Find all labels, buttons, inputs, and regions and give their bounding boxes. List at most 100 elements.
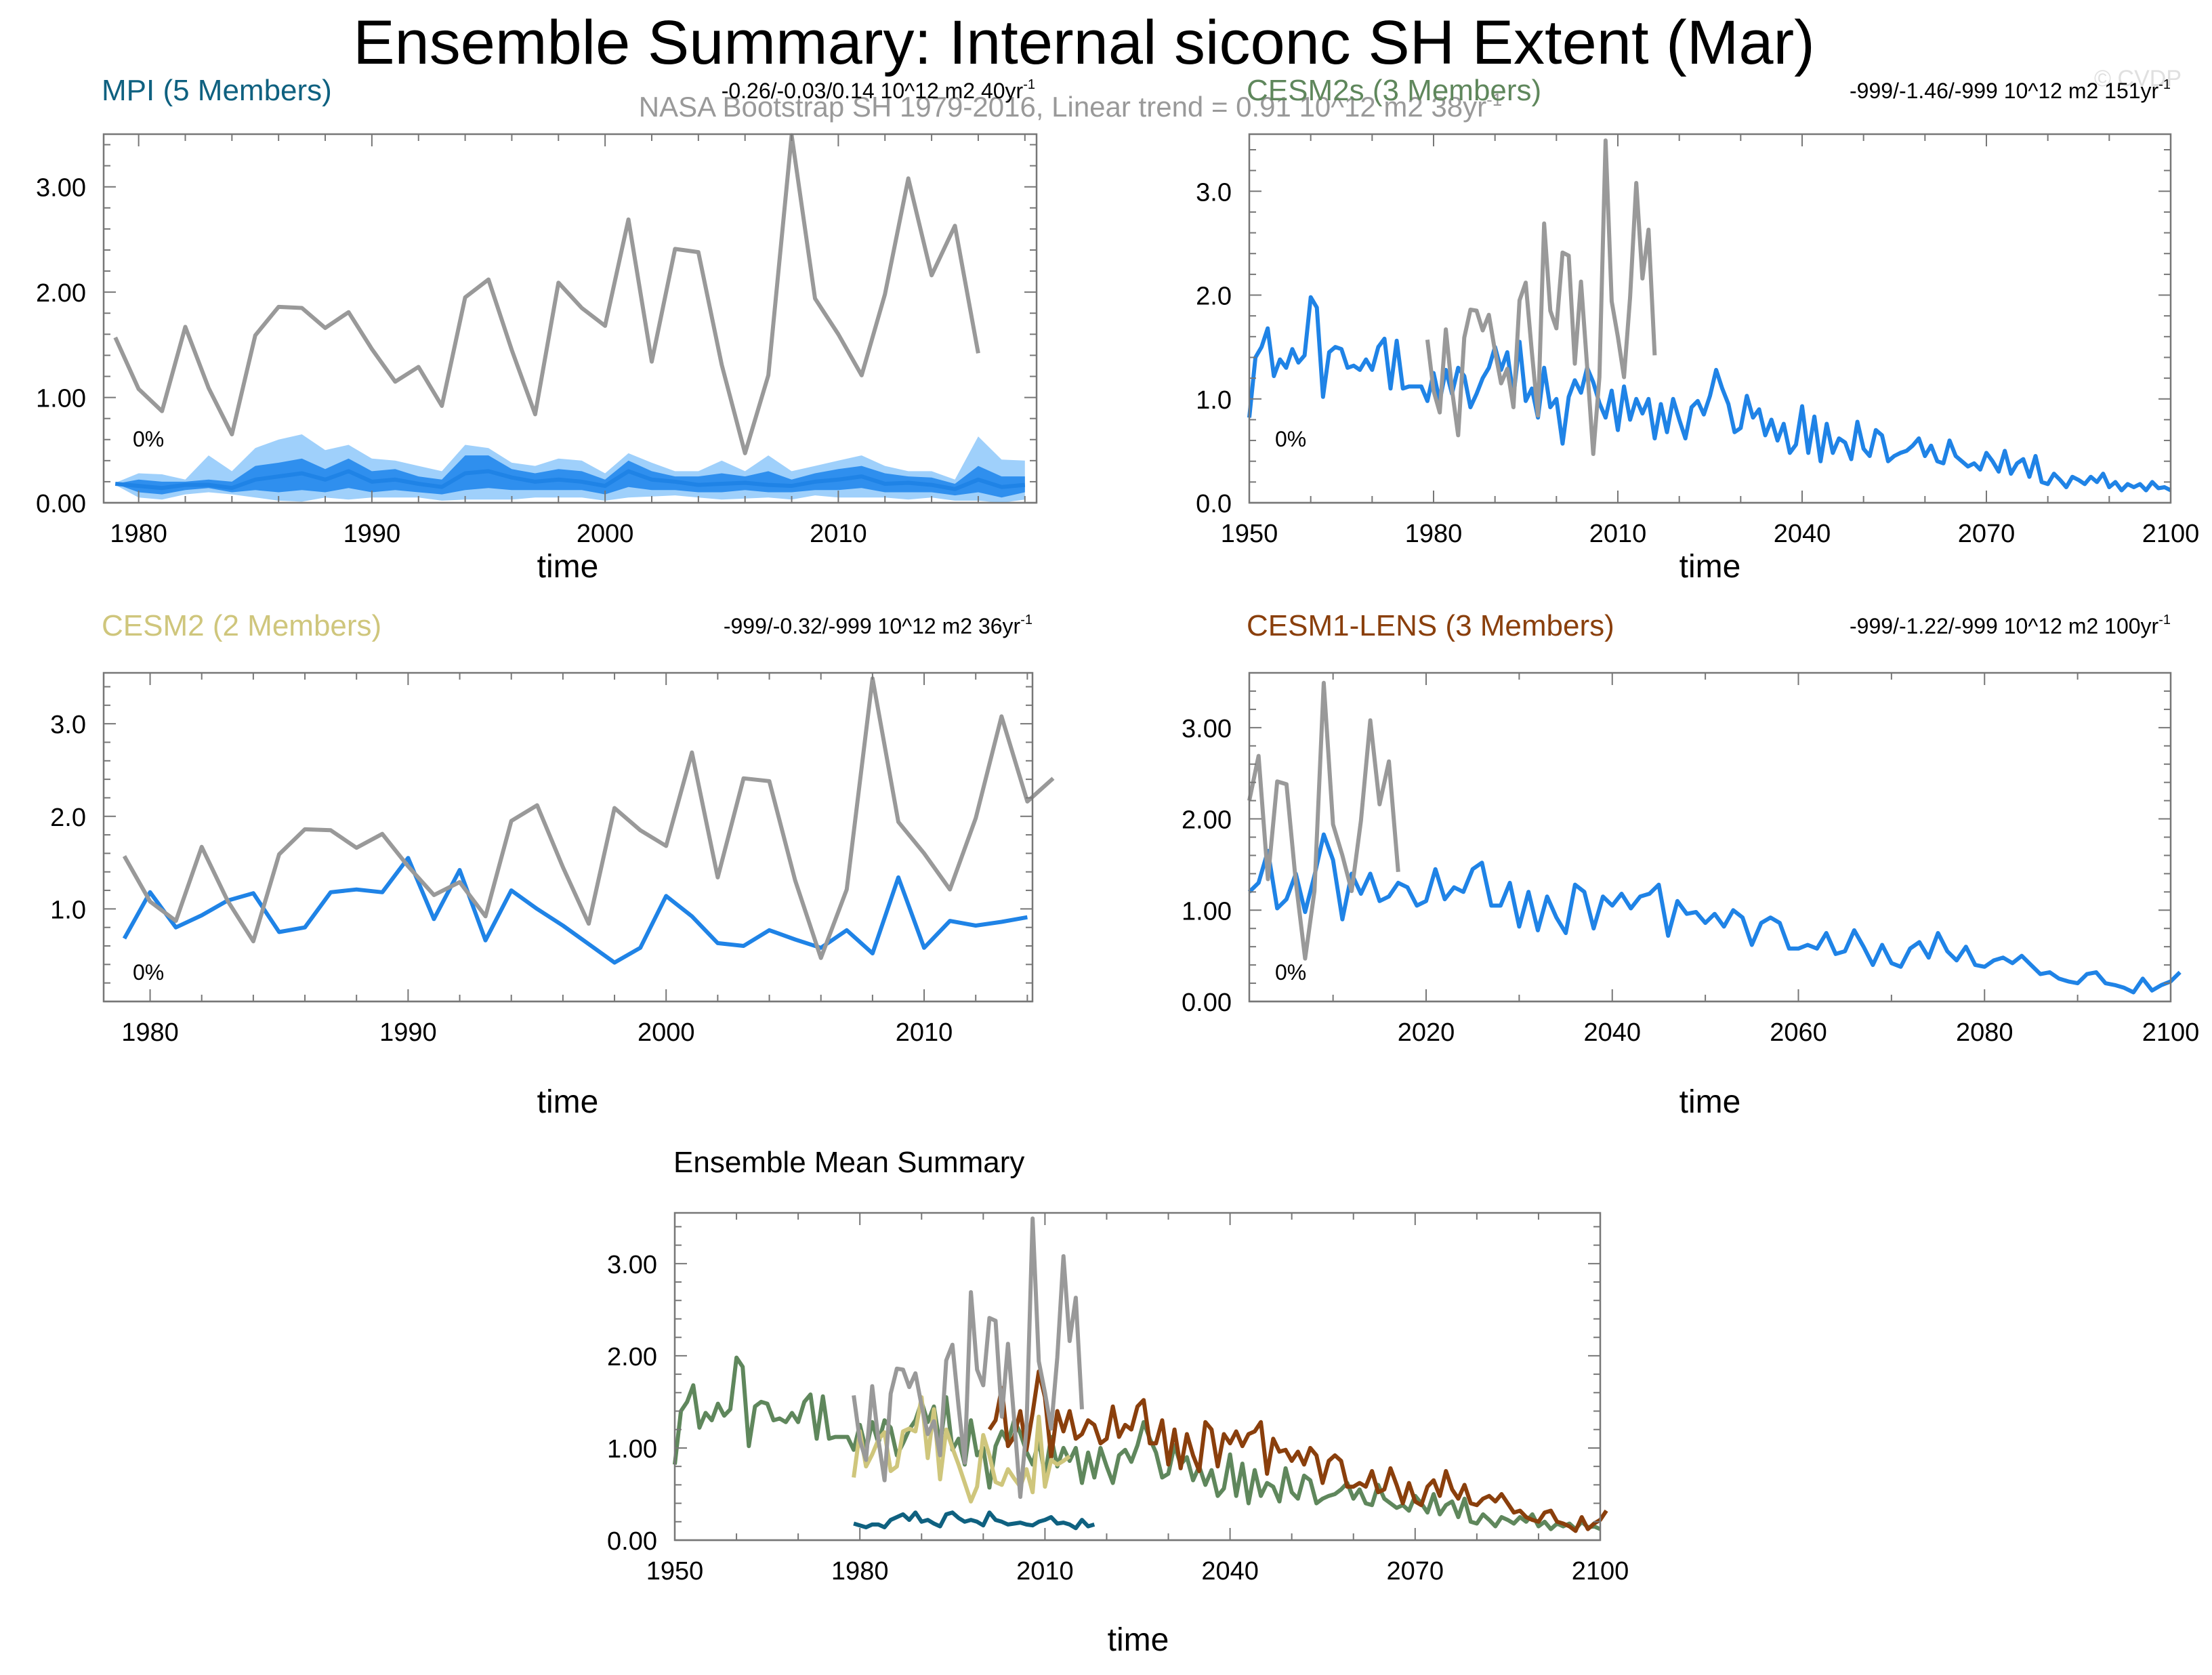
y-tick-label: 2.00 <box>36 279 86 308</box>
trend-text: -999/-0.32/-999 10^12 m2 36yr <box>724 614 1021 638</box>
x-tick-label: 1990 <box>379 1018 437 1047</box>
trend-exponent: -1 <box>2158 613 2171 627</box>
series-line-ensemble-mean <box>1247 295 2172 493</box>
y-tick-label: 1.00 <box>36 385 86 413</box>
panel-cesm2: 1.0 2.0 3.0 1980 1990 2000 2010 time CESM2 (2 Me… <box>50 609 1055 1120</box>
watermark: © CVDP <box>2094 66 2182 91</box>
x-axis-label: time <box>537 1084 599 1120</box>
y-tick-label: 2.00 <box>607 1343 657 1371</box>
trend-label: -999/-1.22/-999 10^12 m2 100yr-1 <box>1850 613 2171 638</box>
x-tick-label: 2070 <box>1387 1557 1444 1586</box>
x-tick-label: 2000 <box>577 520 634 548</box>
trend-label: -999/-1.46/-999 10^12 m2 151yr-1 <box>1850 77 2171 103</box>
x-tick-label: 2010 <box>810 520 867 548</box>
x-tick-label: 2040 <box>1774 520 1831 548</box>
x-tick-label: 2040 <box>1201 1557 1259 1586</box>
x-tick-label: 1980 <box>121 1018 179 1047</box>
x-tick-label: 2080 <box>1956 1018 2013 1047</box>
y-tick-label: 3.00 <box>1182 715 1232 743</box>
y-tick-label: 2.0 <box>50 804 86 832</box>
series-line-nasa-bootstrap <box>1247 680 1400 961</box>
x-tick-label: 2010 <box>1589 520 1647 548</box>
y-tick-label: 1.00 <box>607 1435 657 1464</box>
trend-exponent: -1 <box>1020 613 1032 627</box>
x-axis-label: time <box>1108 1622 1169 1658</box>
plot-frame <box>102 133 1038 504</box>
x-tick-label: 2100 <box>2142 1018 2200 1047</box>
panel-title: Ensemble Mean Summary <box>673 1146 1024 1179</box>
panel-title: CESM2 (2 Members) <box>102 609 381 642</box>
plot-frame <box>673 1212 1602 1542</box>
series-line-cesm1-lens <box>987 1369 1608 1533</box>
y-tick-label: 1.00 <box>1182 897 1232 926</box>
y-tick-label: 2.0 <box>1196 283 1232 311</box>
series-line-mpi <box>853 1510 1095 1531</box>
y-tick-label: 0.00 <box>1182 989 1232 1017</box>
x-tick-label: 2100 <box>1572 1557 1629 1586</box>
percent-label: 0% <box>133 427 164 451</box>
series-line-nasa-bootstrap <box>113 133 980 455</box>
x-axis-label: time <box>1679 549 1741 585</box>
panel-cesm2s: 0.0 1.0 2.0 3.0 1950 1980 2010 2040 2070 2100 time… <box>1196 74 2199 585</box>
plot-frame <box>1248 133 2172 504</box>
spread-band-inner <box>115 455 1025 498</box>
y-tick-label: 1.0 <box>1196 386 1232 415</box>
trend-exponent: -1 <box>2158 77 2171 92</box>
figure-title: Ensemble Summary: Internal siconc SH Ext… <box>353 8 1815 77</box>
x-tick-label: 2060 <box>1770 1018 1827 1047</box>
trend-text: -0.26/-0.03/0.14 10^12 m2 40yr <box>722 79 1024 103</box>
trend-label: -999/-0.32/-999 10^12 m2 36yr-1 <box>724 613 1032 638</box>
trend-text: -999/-1.46/-999 10^12 m2 151yr <box>1850 79 2159 103</box>
x-tick-label: 1990 <box>343 520 401 548</box>
y-tick-label: 3.00 <box>36 174 86 203</box>
x-tick-label: 1980 <box>110 520 167 548</box>
trend-exponent: -1 <box>1023 77 1035 92</box>
plot-frame <box>1248 671 2172 1003</box>
x-tick-label: 1980 <box>831 1557 889 1586</box>
x-tick-label: 1950 <box>1221 520 1278 548</box>
x-tick-label: 2070 <box>1958 520 2016 548</box>
y-tick-label: 1.0 <box>50 896 86 924</box>
plot-frame <box>102 671 1034 1003</box>
percent-label: 0% <box>133 960 164 985</box>
trend-text: -999/-1.22/-999 10^12 m2 100yr <box>1850 614 2159 638</box>
series-line-nasa-bootstrap <box>1425 138 1657 456</box>
x-tick-label: 2000 <box>638 1018 695 1047</box>
series-line-ensemble-mean <box>114 469 1026 491</box>
obs-trend-label: NASA Bootstrap SH 1979-2016, Linear tren… <box>639 89 1502 123</box>
panel-title: MPI (5 Members) <box>102 74 332 107</box>
series-line-ensemble-mean <box>122 856 1028 965</box>
panel-mpi: 0.00 1.00 2.00 3.00 1980 1990 2000 2010 time MPI … <box>36 74 1038 585</box>
y-tick-label: 0.0 <box>1196 490 1232 518</box>
series-line-cesm2s <box>673 1355 1602 1531</box>
x-tick-label: 1980 <box>1405 520 1463 548</box>
series-line-ensemble-mean <box>1247 832 2182 995</box>
x-tick-label: 2100 <box>2142 520 2200 548</box>
obs-trend-exponent: -1 <box>1486 89 1502 110</box>
y-tick-label: 3.0 <box>1196 178 1232 207</box>
panel-ensemble_mean: 0.00 1.00 2.00 3.00 1950 1980 2010 2040 2070 2100… <box>607 1146 1629 1658</box>
x-tick-label: 2010 <box>896 1018 953 1047</box>
x-tick-label: 2040 <box>1583 1018 1641 1047</box>
x-tick-label: 2020 <box>1398 1018 1455 1047</box>
y-tick-label: 0.00 <box>36 490 86 518</box>
panel-title: CESM1-LENS (3 Members) <box>1247 609 1614 642</box>
percent-label: 0% <box>1275 427 1306 451</box>
y-tick-label: 2.00 <box>1182 806 1232 835</box>
y-tick-label: 0.00 <box>607 1527 657 1556</box>
series-line-nasa-bootstrap <box>122 676 1055 960</box>
percent-label: 0% <box>1275 960 1306 985</box>
x-axis-label: time <box>1679 1084 1741 1120</box>
x-axis-label: time <box>537 549 599 585</box>
y-tick-label: 3.0 <box>50 711 86 739</box>
series-line-cesm2 <box>852 1395 1071 1504</box>
panel-title: CESM2s (3 Members) <box>1247 74 1541 107</box>
x-tick-label: 1950 <box>646 1557 704 1586</box>
trend-label: -0.26/-0.03/0.14 10^12 m2 40yr-1 <box>722 77 1035 103</box>
obs-trend-text: NASA Bootstrap SH 1979-2016, Linear tren… <box>639 91 1486 123</box>
panel-cesm1lens: 0.00 1.00 2.00 3.00 2020 2040 2060 2080 2100 time… <box>1182 609 2199 1120</box>
panels: 0.00 1.00 2.00 3.00 1980 1990 2000 2010 time MPI … <box>36 74 2199 1658</box>
y-tick-label: 3.00 <box>607 1251 657 1279</box>
x-tick-label: 2010 <box>1016 1557 1074 1586</box>
